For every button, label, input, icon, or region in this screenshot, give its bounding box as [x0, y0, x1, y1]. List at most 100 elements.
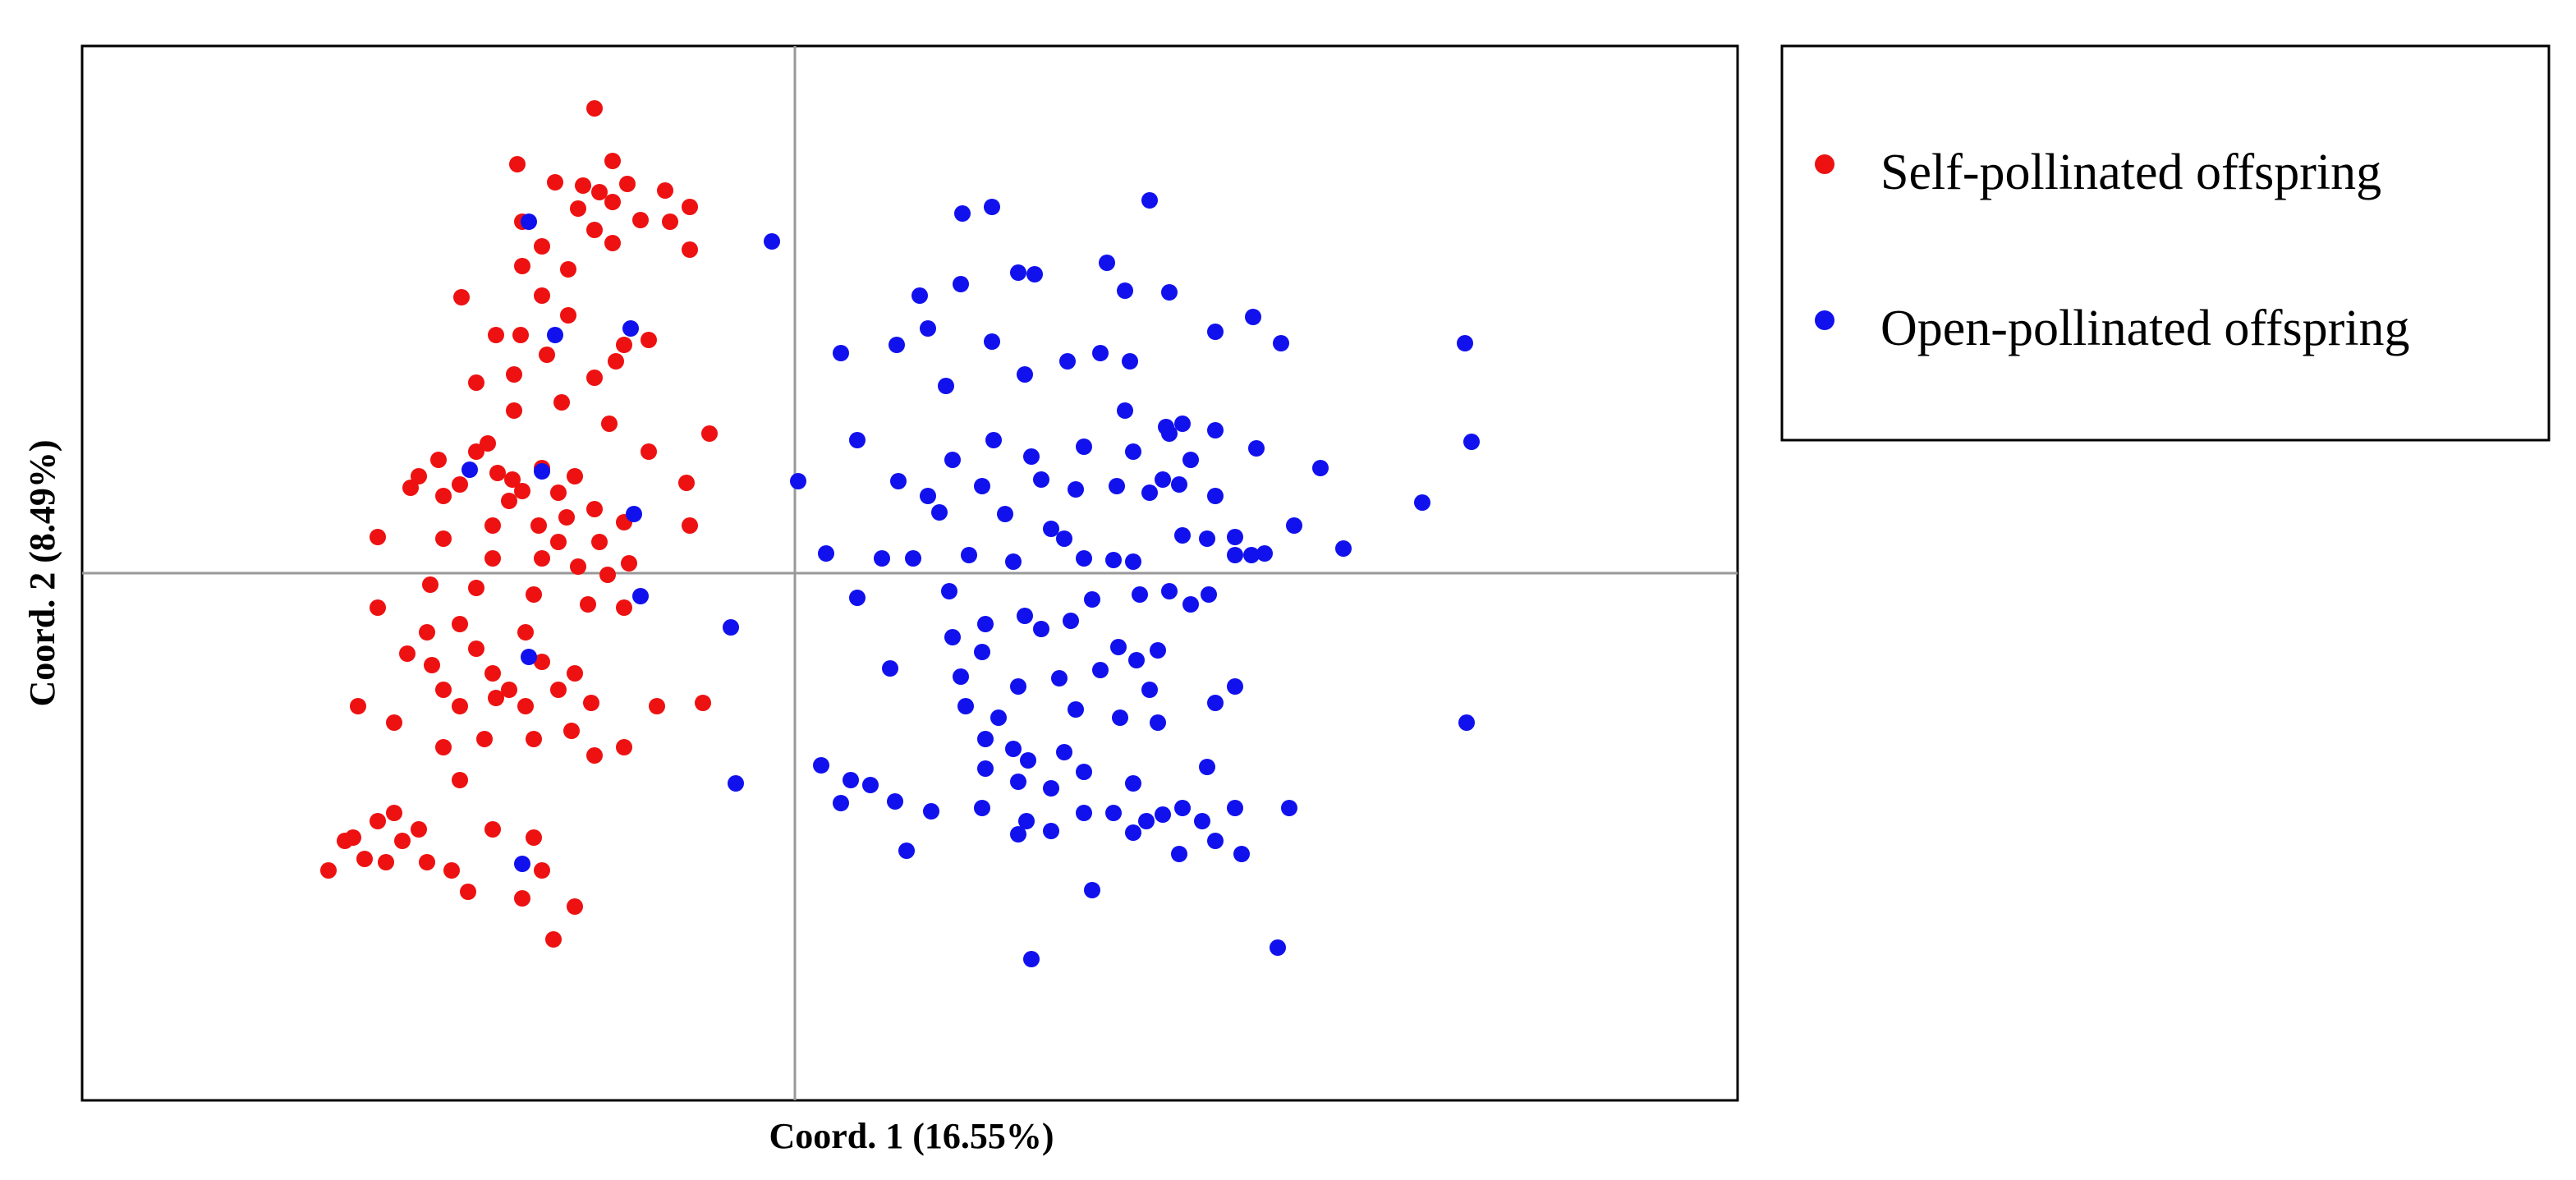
point [1458, 714, 1475, 731]
point [1194, 813, 1210, 829]
point [484, 517, 501, 534]
point [1414, 494, 1430, 511]
point [560, 261, 576, 278]
legend-label: Self-pollinated offspring [1880, 145, 2381, 200]
point [1270, 939, 1286, 956]
point [534, 862, 550, 879]
point [977, 731, 994, 747]
point [506, 402, 522, 419]
point [1092, 345, 1109, 361]
legend: Self-pollinated offspring Open-pollinated… [1815, 145, 2410, 356]
point [678, 475, 695, 491]
point [1109, 478, 1125, 494]
point [632, 588, 649, 604]
legend-label: Open-pollinated offspring [1880, 301, 2410, 356]
point [1023, 448, 1040, 465]
point [320, 862, 337, 879]
point [506, 366, 522, 383]
point [621, 555, 637, 572]
point [411, 468, 427, 484]
point [1312, 460, 1329, 476]
point [484, 550, 501, 567]
point [586, 100, 603, 117]
point [682, 517, 698, 534]
point [435, 488, 452, 504]
point [468, 641, 484, 657]
point [1010, 678, 1026, 695]
point [604, 153, 621, 169]
point [887, 793, 903, 810]
point [1056, 744, 1072, 760]
point [514, 483, 530, 499]
point [1256, 545, 1273, 562]
point [1227, 800, 1243, 816]
point [526, 586, 542, 603]
point [920, 488, 936, 504]
point [545, 931, 562, 948]
point [1017, 366, 1033, 383]
point [1150, 714, 1166, 731]
point [514, 258, 530, 274]
point [468, 374, 484, 391]
point [386, 714, 402, 731]
point [460, 884, 476, 900]
point [560, 307, 576, 324]
point [619, 176, 636, 192]
point [604, 194, 621, 210]
point [586, 747, 603, 764]
point [378, 854, 394, 870]
point [1155, 471, 1171, 488]
point [1141, 682, 1158, 698]
point [1199, 759, 1215, 775]
point [662, 214, 678, 230]
point [424, 657, 440, 673]
point [521, 649, 537, 665]
point [1068, 481, 1084, 498]
point [539, 347, 555, 363]
point [1020, 752, 1036, 769]
point [1182, 596, 1199, 613]
point [1063, 613, 1079, 629]
point [1076, 550, 1092, 567]
point [1174, 800, 1191, 816]
point [632, 212, 649, 228]
point [386, 805, 402, 821]
point [898, 843, 915, 859]
point [616, 739, 632, 755]
point [985, 432, 1002, 448]
point [435, 739, 452, 755]
point [411, 821, 427, 838]
point [1132, 586, 1148, 603]
point [435, 530, 452, 547]
point [599, 567, 616, 583]
point [641, 332, 657, 348]
point [530, 517, 547, 534]
point [764, 233, 780, 250]
point [977, 760, 994, 777]
point [484, 821, 501, 838]
point [534, 238, 550, 255]
point [452, 698, 468, 714]
point [553, 394, 570, 411]
point [941, 583, 957, 599]
point [1174, 527, 1191, 544]
point [550, 484, 567, 501]
point [575, 177, 591, 194]
point [591, 184, 608, 200]
point [512, 327, 529, 343]
point [723, 619, 739, 636]
point [874, 550, 890, 567]
point [953, 276, 969, 292]
point [1068, 701, 1084, 718]
point [435, 682, 452, 698]
points [320, 100, 1480, 967]
point [1033, 471, 1049, 488]
point [1117, 282, 1133, 299]
point [563, 723, 580, 739]
point [622, 320, 639, 337]
point [920, 320, 936, 337]
point [849, 590, 866, 606]
point [1033, 621, 1049, 637]
point [1076, 805, 1092, 821]
